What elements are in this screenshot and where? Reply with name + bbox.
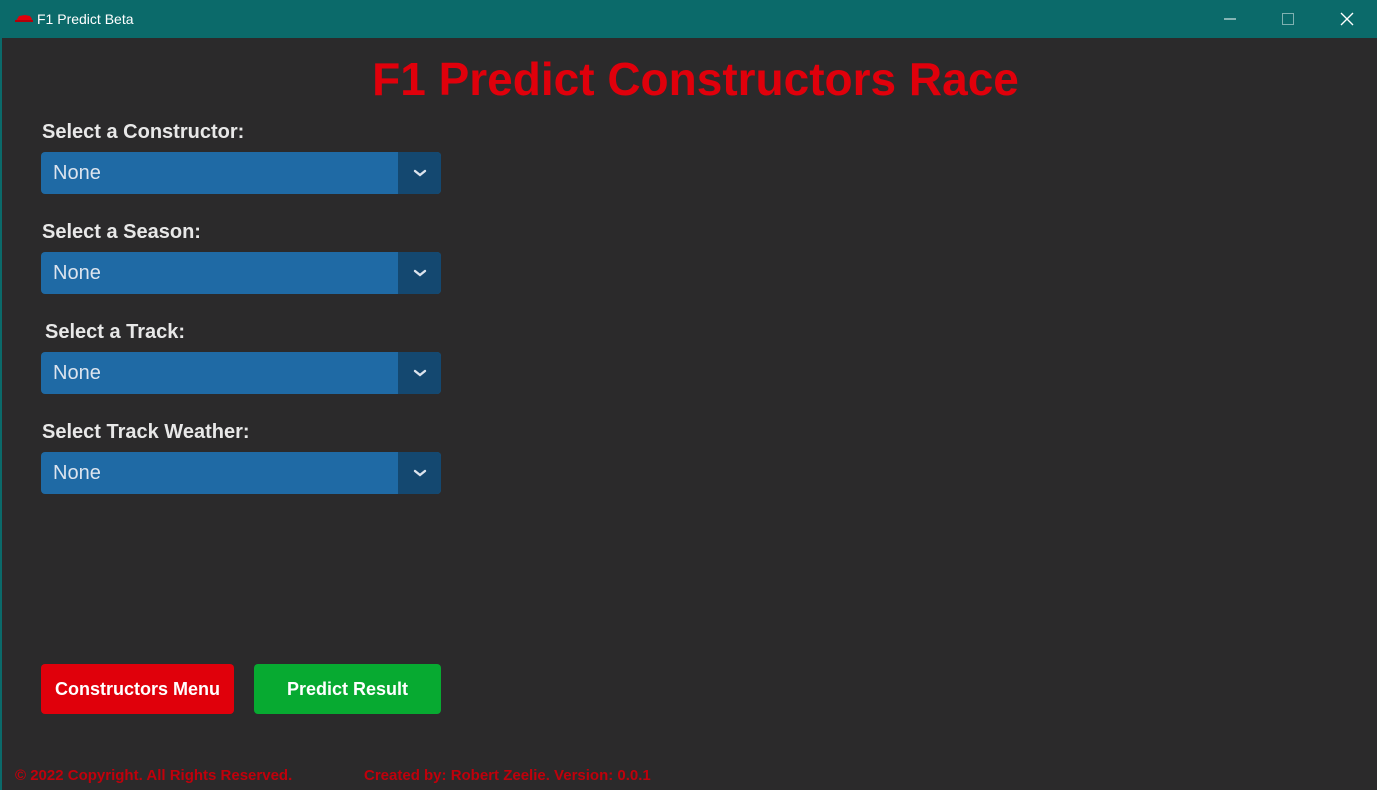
close-icon (1340, 12, 1354, 26)
minimize-button[interactable] (1201, 0, 1259, 38)
constructors-menu-button[interactable]: Constructors Menu (41, 664, 234, 714)
constructor-dropdown-button[interactable] (398, 152, 441, 194)
footer-copyright: © 2022 Copyright. All Rights Reserved. (15, 767, 293, 784)
minimize-icon (1224, 18, 1236, 20)
season-select[interactable]: None (41, 252, 441, 294)
track-select-value: None (53, 362, 101, 384)
title-bar[interactable]: F1 Predict Beta (2, 0, 1377, 38)
weather-label: Select Track Weather: (42, 421, 250, 443)
chevron-down-icon (413, 469, 426, 477)
page-title: F1 Predict Constructors Race (372, 53, 1019, 105)
track-label: Select a Track: (45, 321, 186, 343)
weather-dropdown-button[interactable] (398, 452, 441, 494)
maximize-icon (1282, 13, 1294, 25)
close-button[interactable] (1318, 0, 1376, 38)
chevron-down-icon (413, 269, 426, 277)
chevron-down-icon (413, 169, 426, 177)
weather-select[interactable]: None (41, 452, 441, 494)
season-dropdown-button[interactable] (398, 252, 441, 294)
season-label: Select a Season: (42, 221, 201, 243)
chevron-down-icon (413, 369, 426, 377)
predict-result-button[interactable]: Predict Result (254, 664, 441, 714)
track-dropdown-button[interactable] (398, 352, 441, 394)
constructor-select[interactable]: None (41, 152, 441, 194)
track-select[interactable]: None (41, 352, 441, 394)
footer-credit: Created by: Robert Zeelie. Version: 0.0.… (364, 767, 651, 784)
maximize-button[interactable] (1259, 0, 1317, 38)
season-select-value: None (53, 262, 101, 284)
constructor-label: Select a Constructor: (42, 121, 245, 143)
constructor-select-value: None (53, 162, 101, 184)
weather-select-value: None (53, 462, 101, 484)
f1-car-icon (15, 15, 33, 22)
window-title: F1 Predict Beta (37, 11, 134, 27)
